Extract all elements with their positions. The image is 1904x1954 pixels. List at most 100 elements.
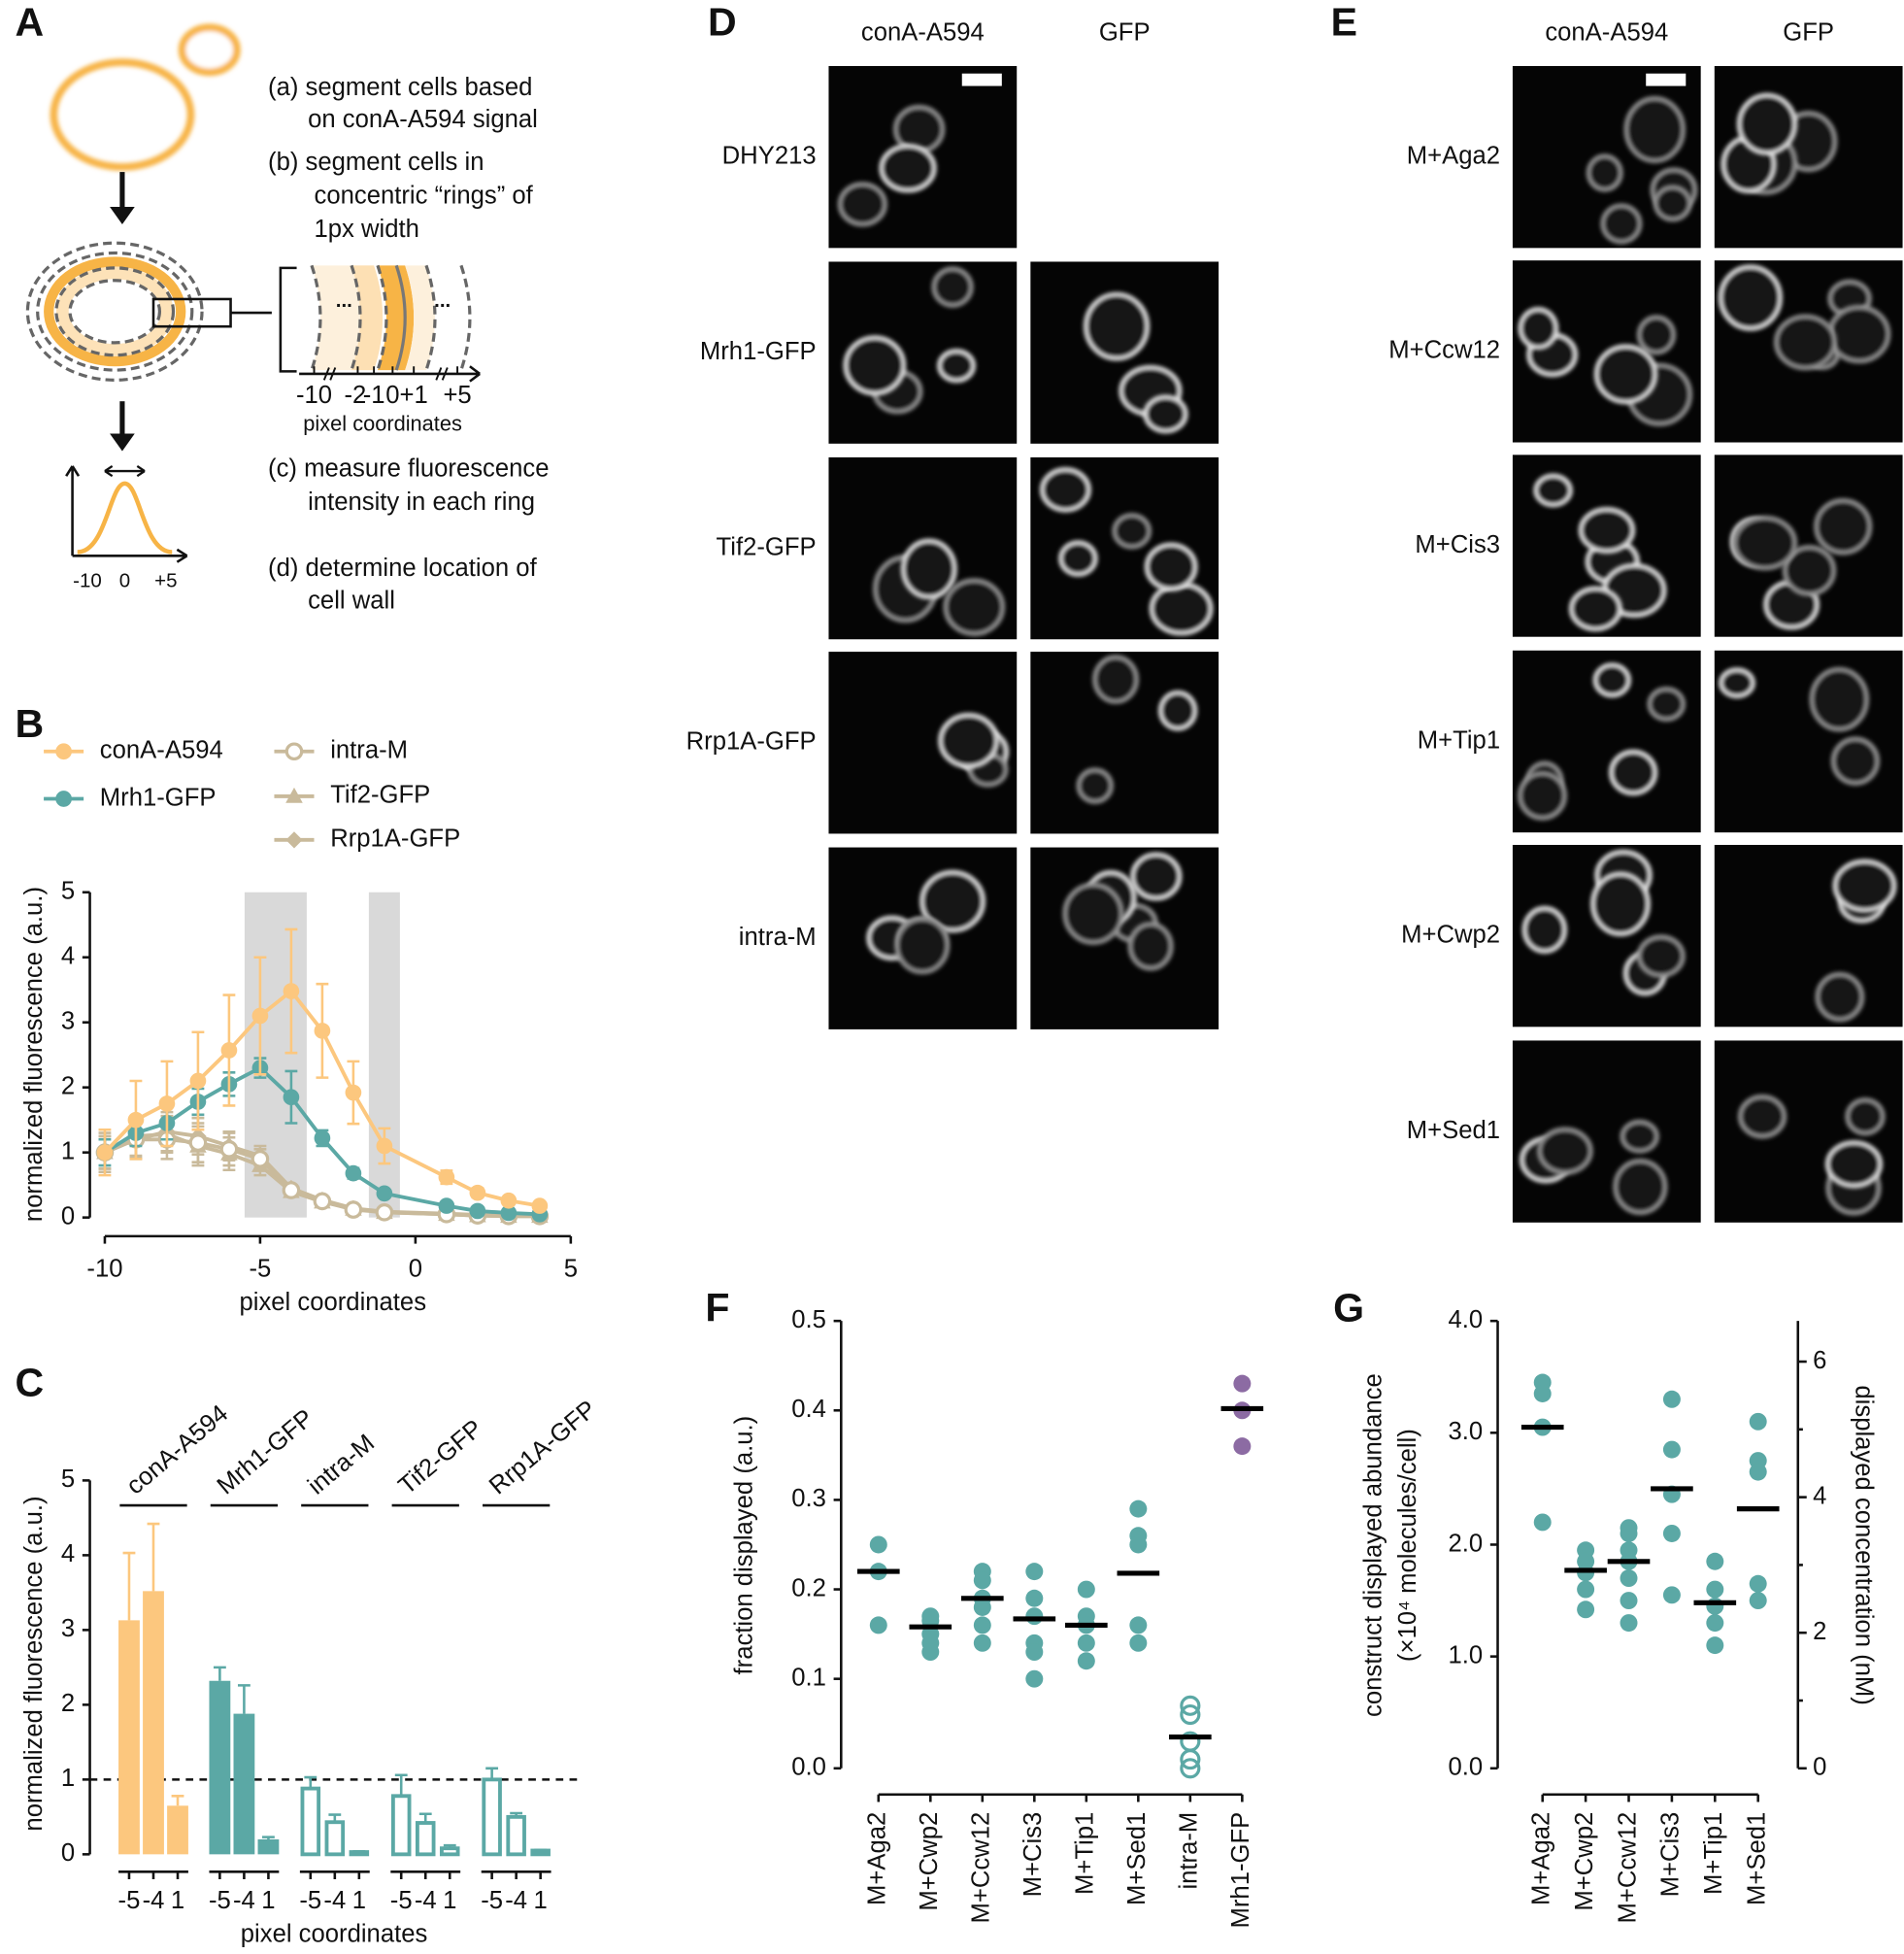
x-tick-label: -4 <box>233 1887 255 1914</box>
x-tick-label: Mrh1-GFP <box>1227 1812 1254 1929</box>
cell <box>894 917 951 975</box>
y-axis-label: construct displayed abundance <box>1359 1373 1386 1717</box>
panel-letter: G <box>1333 1286 1364 1331</box>
y-tick-label: 0.3 <box>791 1485 826 1512</box>
cell <box>1592 662 1631 698</box>
point <box>1749 1463 1767 1481</box>
y-axis-label: normalized fluorescence (a.u.) <box>20 1496 48 1831</box>
row-label: M+Ccw12 <box>1388 337 1500 364</box>
scale-bar <box>961 73 1002 86</box>
panel-a: A ... ... -10 <box>16 0 550 615</box>
marker <box>282 1181 301 1199</box>
point <box>1706 1636 1724 1655</box>
cell <box>1827 304 1891 364</box>
point <box>1749 1592 1767 1610</box>
error-bar <box>237 1684 251 1714</box>
point <box>973 1598 991 1616</box>
point <box>1749 1574 1767 1593</box>
ring-axis-label: pixel coordinates <box>303 411 462 435</box>
cell <box>1590 871 1651 936</box>
x-tick-label: -5 <box>299 1887 321 1914</box>
point <box>1662 1440 1681 1459</box>
panel-letter: F <box>705 1286 729 1331</box>
cell <box>943 578 1006 636</box>
marker <box>219 1140 239 1159</box>
marker <box>127 1111 145 1129</box>
point <box>1620 1614 1638 1633</box>
y-tick-label: 3 <box>61 1615 75 1642</box>
point <box>869 1535 887 1554</box>
y-tick-label: 3.0 <box>1448 1418 1483 1445</box>
point <box>1025 1589 1044 1607</box>
y-tick-label: 0.0 <box>791 1754 826 1781</box>
point <box>973 1571 991 1590</box>
y-tick-label: 0.4 <box>791 1396 826 1423</box>
y-tick-label: 4.0 <box>1448 1306 1483 1333</box>
plot-tick: -10 <box>73 570 102 592</box>
x-tick-label: M+Aga2 <box>1528 1812 1555 1905</box>
ring-tick: +5 <box>443 382 471 409</box>
cell <box>1824 1140 1883 1189</box>
y-tick-label: 2 <box>61 1690 75 1717</box>
x-tick-label: M+Cwp2 <box>1571 1812 1598 1911</box>
x-tick-label: -4 <box>415 1887 437 1914</box>
bar <box>300 1786 321 1857</box>
cell <box>1814 498 1873 556</box>
y-axis-label: normalized fluorescence (a.u.) <box>20 887 48 1222</box>
marker <box>158 1095 176 1112</box>
marker <box>313 1192 332 1211</box>
x-tick-label: M+Sed1 <box>1743 1812 1770 1905</box>
marker <box>376 1185 393 1202</box>
bar <box>482 1777 502 1857</box>
row-label: M+Cwp2 <box>1401 921 1500 948</box>
cell <box>1774 314 1837 371</box>
cell <box>1127 922 1174 971</box>
row-label: M+Cis3 <box>1415 531 1500 558</box>
shaded-band <box>368 892 400 1218</box>
x-tick-label: -5 <box>390 1887 413 1914</box>
x-tick-label: M+Sed1 <box>1123 1812 1151 1905</box>
marker <box>469 1202 486 1220</box>
cell <box>931 266 974 308</box>
row-label: M+Aga2 <box>1407 142 1500 169</box>
cell <box>1738 1095 1787 1139</box>
x-tick-label: M+Cwp2 <box>916 1812 943 1911</box>
legend-label: Rrp1A-GFP <box>330 825 460 853</box>
point <box>1025 1669 1044 1688</box>
marker <box>188 1133 208 1152</box>
panel-letter: B <box>16 701 45 746</box>
x-tick-label: 1 <box>171 1887 184 1914</box>
y2-axis-label: displayed concentration (nM) <box>1851 1385 1878 1704</box>
x-tick-label: intra-M <box>1176 1812 1203 1890</box>
x-tick-label: -5 <box>209 1887 231 1914</box>
marker <box>189 1072 207 1090</box>
legend-label: Tif2-GFP <box>330 782 430 809</box>
bar <box>233 1713 255 1855</box>
step-text: cell wall <box>308 588 395 615</box>
marker <box>375 1202 394 1222</box>
x-tick-label: M+Tip1 <box>1072 1812 1099 1895</box>
cell <box>1636 934 1686 978</box>
cell <box>1809 666 1869 732</box>
point <box>1533 1513 1552 1532</box>
cell <box>1613 1159 1668 1215</box>
x-tick-label: -4 <box>143 1887 165 1914</box>
x-tick-label: 1 <box>443 1887 456 1914</box>
marker <box>438 1197 455 1214</box>
point <box>1620 1592 1638 1610</box>
ring-tick: -2 <box>344 382 366 409</box>
x-axis-label: pixel coordinates <box>241 1921 428 1948</box>
cell <box>1600 203 1643 245</box>
group-label: Tif2-GFP <box>393 1415 487 1500</box>
cell <box>1719 667 1755 699</box>
x-tick-label: -5 <box>118 1887 141 1914</box>
bar <box>530 1848 551 1857</box>
point <box>1749 1412 1767 1431</box>
x-tick-label: 5 <box>564 1255 578 1282</box>
ring-dots: ... <box>336 289 352 312</box>
x-tick-label: -10 <box>86 1255 122 1282</box>
micrograph <box>1512 1040 1701 1223</box>
point <box>1577 1580 1595 1599</box>
x-tick-label: 1 <box>534 1887 548 1914</box>
cell <box>1593 344 1658 405</box>
